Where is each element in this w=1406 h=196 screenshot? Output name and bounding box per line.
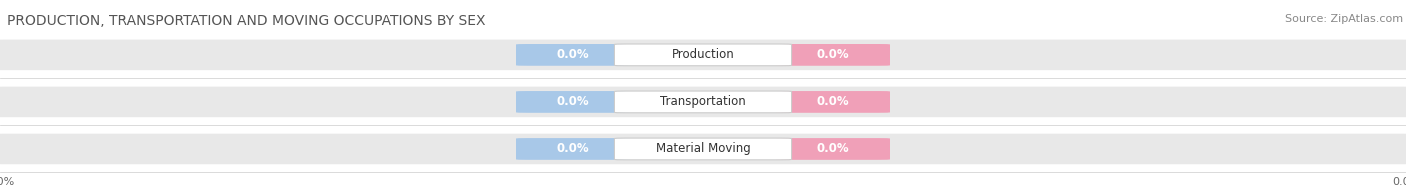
Text: Production: Production bbox=[672, 48, 734, 61]
FancyBboxPatch shape bbox=[0, 134, 1406, 164]
FancyBboxPatch shape bbox=[0, 87, 1406, 117]
Text: 0.0%: 0.0% bbox=[557, 142, 589, 155]
Text: 0.0%: 0.0% bbox=[817, 48, 849, 61]
FancyBboxPatch shape bbox=[516, 44, 630, 66]
FancyBboxPatch shape bbox=[614, 91, 792, 113]
Text: 0.0%: 0.0% bbox=[557, 95, 589, 108]
FancyBboxPatch shape bbox=[614, 138, 792, 160]
FancyBboxPatch shape bbox=[0, 40, 1406, 70]
FancyBboxPatch shape bbox=[516, 138, 630, 160]
Text: Transportation: Transportation bbox=[661, 95, 745, 108]
Text: Source: ZipAtlas.com: Source: ZipAtlas.com bbox=[1285, 14, 1403, 24]
Text: 0.0%: 0.0% bbox=[557, 48, 589, 61]
Text: Material Moving: Material Moving bbox=[655, 142, 751, 155]
FancyBboxPatch shape bbox=[776, 91, 890, 113]
Text: 0.0%: 0.0% bbox=[817, 142, 849, 155]
FancyBboxPatch shape bbox=[776, 44, 890, 66]
FancyBboxPatch shape bbox=[614, 44, 792, 66]
FancyBboxPatch shape bbox=[776, 138, 890, 160]
FancyBboxPatch shape bbox=[516, 91, 630, 113]
Text: 0.0%: 0.0% bbox=[817, 95, 849, 108]
Text: PRODUCTION, TRANSPORTATION AND MOVING OCCUPATIONS BY SEX: PRODUCTION, TRANSPORTATION AND MOVING OC… bbox=[7, 14, 485, 28]
